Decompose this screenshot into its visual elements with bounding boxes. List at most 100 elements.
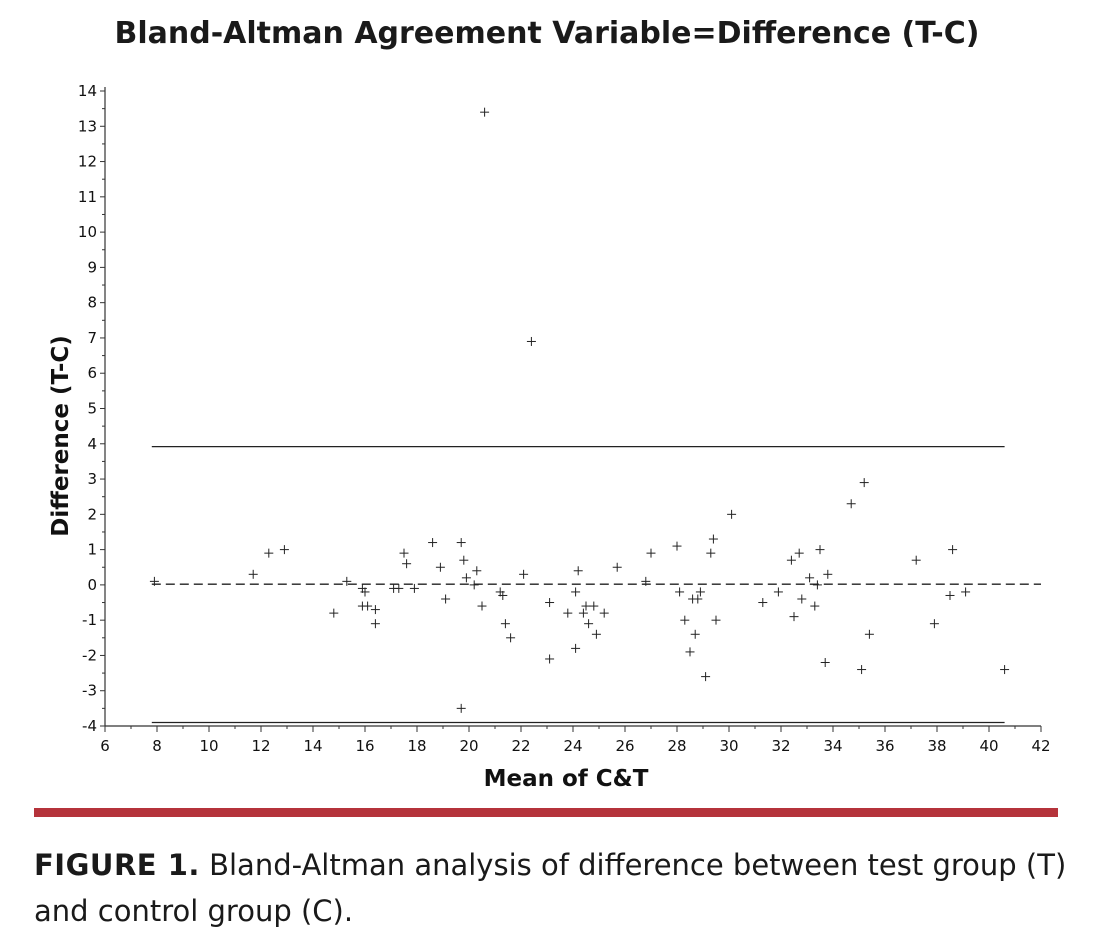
x-tick-label: 26 [615, 737, 634, 755]
x-tick-label: 28 [667, 737, 686, 755]
y-tick-label: 1 [87, 541, 97, 559]
data-point [571, 587, 581, 597]
data-point [823, 569, 833, 579]
data-point [500, 619, 510, 629]
y-tick-label: 14 [78, 82, 97, 100]
data-point [685, 647, 695, 657]
y-tick-label: -2 [82, 646, 97, 664]
data-point [948, 545, 958, 555]
data-point [810, 601, 820, 611]
data-point [571, 643, 581, 653]
x-tick-label: 38 [927, 737, 946, 755]
data-point [789, 612, 799, 622]
y-tick-label: 12 [78, 153, 97, 171]
data-point [264, 548, 274, 558]
x-tick-label: 10 [199, 737, 218, 755]
data-point [472, 566, 482, 576]
chart-title: Bland-Altman Agreement Variable=Differen… [114, 16, 980, 51]
reference-lines-layer [151, 445, 1041, 724]
data-point [859, 478, 869, 488]
data-point [279, 545, 289, 555]
data-point [342, 576, 352, 586]
y-tick-label: 11 [78, 188, 97, 206]
data-point [599, 608, 609, 618]
data-point [459, 555, 469, 565]
y-tick-label: 2 [87, 505, 97, 523]
data-point [695, 587, 705, 597]
x-tick-label: 24 [563, 737, 582, 755]
data-point [675, 587, 685, 597]
data-point [578, 608, 588, 618]
data-point [591, 629, 601, 639]
x-tick-label: 40 [979, 737, 998, 755]
data-point [711, 615, 721, 625]
data-point [693, 594, 703, 604]
y-tick-label: -3 [82, 682, 97, 700]
x-tick-label: 34 [823, 737, 842, 755]
data-point [961, 587, 971, 597]
y-tick-label: 8 [87, 294, 97, 312]
data-point [526, 336, 536, 346]
data-point [690, 629, 700, 639]
data-point [812, 580, 822, 590]
data-point [584, 619, 594, 629]
y-axis-label: Difference (T-C) [48, 335, 74, 537]
data-point [149, 576, 159, 586]
x-tick-label: 14 [303, 737, 322, 755]
data-point [805, 573, 815, 583]
y-tick-label: 4 [87, 435, 97, 453]
data-point [641, 576, 651, 586]
data-point [794, 548, 804, 558]
data-point [672, 541, 682, 551]
data-point [857, 665, 867, 675]
data-point [589, 601, 599, 611]
y-tick-label: 10 [78, 223, 97, 241]
data-point [248, 569, 258, 579]
data-point [820, 658, 830, 667]
caption-divider [34, 808, 1058, 817]
data-point [727, 509, 737, 519]
data-point [815, 545, 825, 555]
data-point [370, 619, 380, 629]
data-point [758, 598, 768, 608]
caption-label: FIGURE 1. [34, 848, 200, 882]
x-tick-label: 32 [771, 737, 790, 755]
x-tick-label: 20 [459, 737, 478, 755]
data-point [646, 548, 656, 558]
data-point [519, 569, 529, 579]
data-point [480, 107, 490, 117]
data-point [701, 672, 711, 682]
data-point [846, 499, 856, 509]
data-point [773, 587, 783, 597]
data-point [929, 619, 939, 629]
data-point [469, 580, 479, 590]
data-point [394, 583, 404, 593]
x-tick-label: 6 [100, 737, 110, 755]
caption-text: Bland-Altman analysis of difference betw… [34, 848, 1067, 928]
x-tick-label: 36 [875, 737, 894, 755]
x-tick-label: 12 [251, 737, 270, 755]
points-layer [149, 107, 1010, 713]
y-tick-label: 6 [87, 364, 97, 382]
data-point [409, 583, 419, 593]
y-tick-label: -1 [82, 611, 97, 629]
data-point [573, 566, 583, 576]
data-point [680, 615, 690, 625]
y-tick-label: 9 [87, 258, 97, 276]
x-axis-label: Mean of C&T [484, 766, 649, 792]
y-tick-label: 5 [87, 400, 97, 418]
x-tick-label: 18 [407, 737, 426, 755]
data-point [399, 548, 409, 558]
data-point [435, 562, 445, 572]
data-point [477, 601, 487, 611]
data-point [612, 562, 622, 572]
data-point [545, 598, 555, 608]
data-point [456, 538, 466, 548]
data-point [498, 590, 508, 600]
data-point [945, 590, 955, 600]
data-point [1000, 665, 1010, 675]
data-point [563, 608, 573, 618]
data-point [506, 633, 516, 643]
data-point [402, 559, 412, 569]
